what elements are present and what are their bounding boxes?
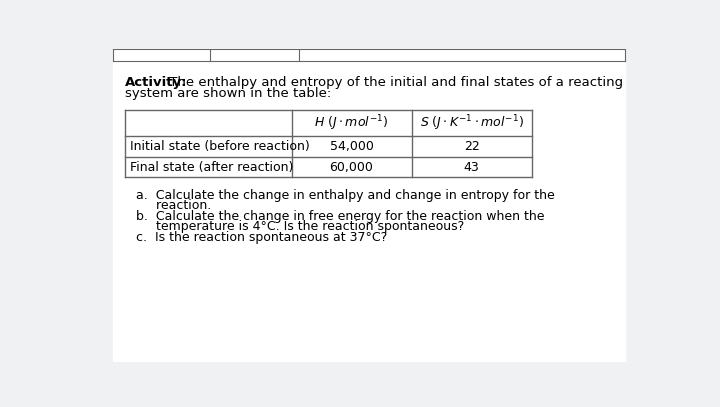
Bar (113, 49, 625, 61)
Text: c.  Is the reaction spontaneous at 37°C?: c. Is the reaction spontaneous at 37°C? (137, 230, 388, 243)
Text: a.  Calculate the change in enthalpy and change in entropy for the: a. Calculate the change in enthalpy and … (137, 189, 555, 202)
Text: reaction.: reaction. (137, 199, 212, 212)
Text: 60,000: 60,000 (330, 160, 374, 173)
Text: Initial state (before reaction): Initial state (before reaction) (130, 140, 310, 153)
Text: 54,000: 54,000 (330, 140, 374, 153)
Text: $S\ (J \cdot K^{-1} \cdot mol^{-1})$: $S\ (J \cdot K^{-1} \cdot mol^{-1})$ (420, 113, 523, 133)
Text: b.  Calculate the change in free energy for the reaction when the: b. Calculate the change in free energy f… (137, 210, 545, 223)
Text: The enthalpy and entropy of the initial and final states of a reacting: The enthalpy and entropy of the initial … (165, 76, 624, 89)
Text: Activity:: Activity: (125, 76, 187, 89)
Text: 43: 43 (464, 160, 480, 173)
Text: $H\ (J \cdot mol^{-1})$: $H\ (J \cdot mol^{-1})$ (315, 113, 389, 133)
Text: 22: 22 (464, 140, 480, 153)
Text: system are shown in the table:: system are shown in the table: (125, 87, 331, 100)
Bar (125, 110, 532, 177)
Text: Final state (after reaction): Final state (after reaction) (130, 160, 293, 173)
Text: temperature is 4°C. Is the reaction spontaneous?: temperature is 4°C. Is the reaction spon… (137, 220, 464, 233)
